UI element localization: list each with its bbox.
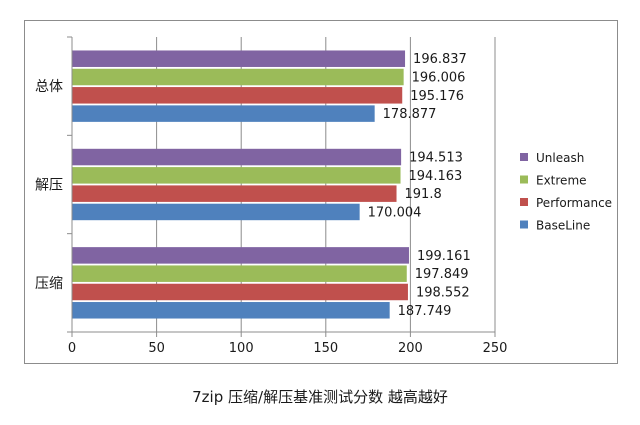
- x-tick-label: 0: [68, 341, 76, 356]
- bar: [72, 148, 402, 166]
- data-label: 196.006: [412, 71, 466, 86]
- x-tick-label: 200: [398, 341, 423, 356]
- legend-label: BaseLine: [536, 219, 590, 233]
- legend-swatch: [520, 220, 528, 229]
- data-label: 196.837: [413, 52, 467, 67]
- legend-swatch: [520, 153, 528, 161]
- data-label: 197.849: [415, 267, 469, 282]
- legend-label: Extreme: [536, 174, 587, 188]
- bar: [72, 265, 407, 282]
- bar: [72, 302, 390, 319]
- bar: [72, 50, 406, 67]
- chart-title: 7zip 压缩/解压基准测试分数 越高越好: [192, 388, 448, 406]
- bar: [72, 87, 403, 104]
- legend-swatch: [520, 175, 528, 184]
- bar-chart: 0 50 100 150 200 250 196.837 196.006 195.176 178.…: [35, 36, 612, 356]
- bar: [72, 283, 408, 301]
- bar: [72, 105, 375, 122]
- x-tick-label: 50: [148, 341, 165, 356]
- data-label: 199.161: [417, 249, 471, 264]
- x-tick-label: 250: [483, 341, 508, 356]
- bar: [72, 167, 401, 184]
- bar: [72, 203, 360, 221]
- legend-label: Performance: [536, 196, 612, 210]
- legend-label: Unleash: [536, 151, 584, 165]
- data-label: 187.749: [398, 304, 452, 319]
- bar: [72, 247, 409, 264]
- x-tick-label: 150: [313, 341, 338, 356]
- chart-frame: 0 50 100 150 200 250 196.837 196.006 195.176 178.…: [24, 20, 618, 364]
- data-label: 170.004: [368, 205, 422, 220]
- category-label: 解压: [35, 178, 63, 194]
- bar: [72, 68, 404, 86]
- data-label: 198.552: [416, 285, 470, 300]
- legend-swatch: [520, 198, 528, 206]
- data-label: 195.176: [410, 89, 464, 104]
- bar: [72, 185, 397, 202]
- category-label: 总体: [35, 79, 63, 95]
- data-label: 191.8: [405, 187, 442, 202]
- data-label: 178.877: [383, 107, 437, 122]
- data-label: 194.163: [409, 169, 463, 184]
- data-label: 194.513: [409, 151, 463, 166]
- category-label: 压缩: [35, 276, 63, 292]
- x-tick-label: 100: [229, 341, 254, 356]
